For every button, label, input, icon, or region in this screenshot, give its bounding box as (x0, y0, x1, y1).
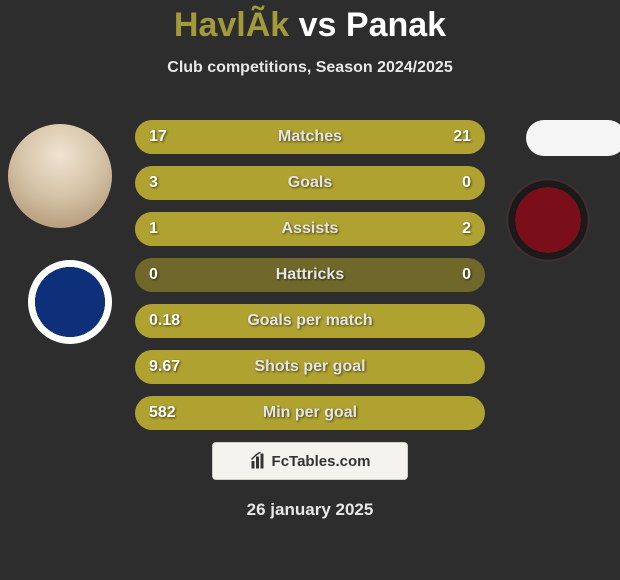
player1-club-crest (28, 260, 112, 344)
stats-icon (250, 452, 268, 470)
brand-badge: FcTables.com (212, 442, 408, 480)
stat-label: Goals (135, 166, 485, 200)
stat-row: 30Goals (135, 166, 485, 200)
stat-label: Assists (135, 212, 485, 246)
stat-label: Goals per match (135, 304, 485, 338)
subtitle: Club competitions, Season 2024/2025 (0, 59, 620, 77)
player2-name: Panak (346, 6, 446, 44)
stat-label: Hattricks (135, 258, 485, 292)
player1-name: HavlÃk (174, 6, 289, 44)
footer-date: 26 january 2025 (0, 500, 620, 520)
page-title: HavlÃk vs Panak (0, 0, 620, 45)
stat-row: 1721Matches (135, 120, 485, 154)
brand-text: FcTables.com (272, 453, 371, 470)
player1-avatar (8, 124, 112, 228)
stat-row: 582Min per goal (135, 396, 485, 430)
stat-row: 0.18Goals per match (135, 304, 485, 338)
stats-panel: 1721Matches 30Goals 12Assists 00Hattricks 0.… (135, 120, 485, 442)
vs-text: vs (299, 6, 337, 44)
stat-row: 9.67Shots per goal (135, 350, 485, 384)
stat-label: Matches (135, 120, 485, 154)
stat-label: Shots per goal (135, 350, 485, 384)
player2-avatar (526, 120, 620, 156)
player2-club-crest (506, 178, 590, 262)
stat-row: 00Hattricks (135, 258, 485, 292)
stat-row: 12Assists (135, 212, 485, 246)
stat-label: Min per goal (135, 396, 485, 430)
